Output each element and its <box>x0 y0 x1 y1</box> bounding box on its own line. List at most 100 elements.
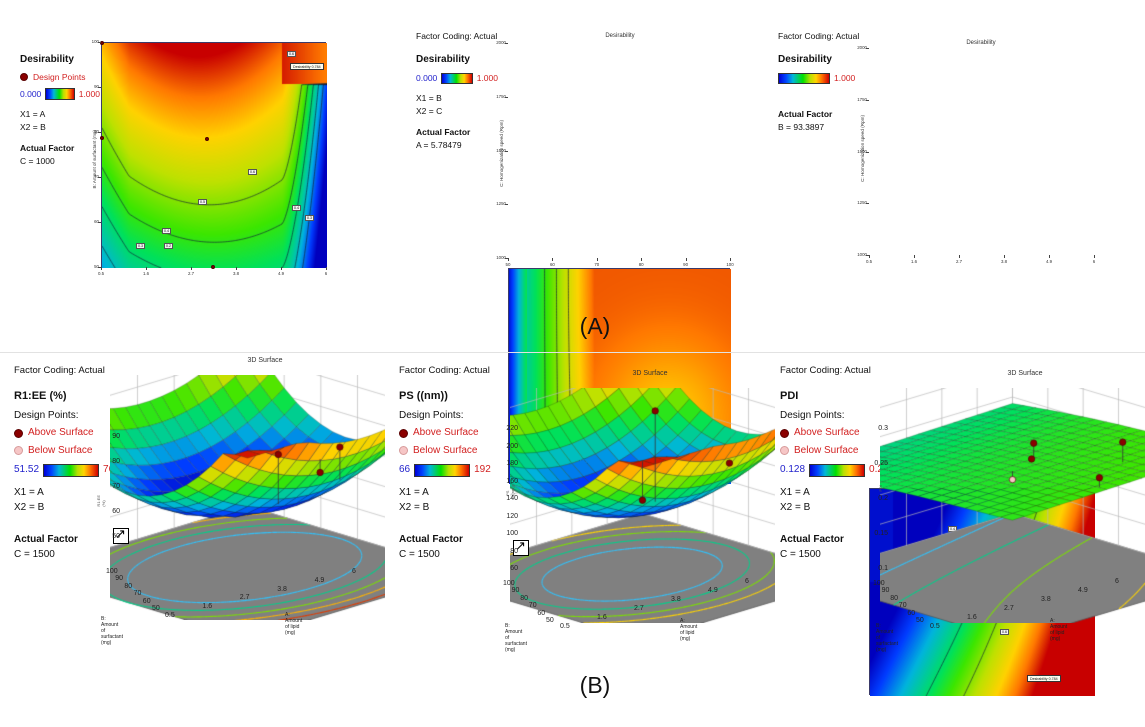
x-tick-mark <box>326 267 327 270</box>
scale-max: 1.000 <box>834 72 856 83</box>
contour-canvas <box>102 43 327 268</box>
z-tick-label: 120 <box>506 512 518 520</box>
above-surface-dot-icon <box>399 428 408 438</box>
x-tick-label: 1.6 <box>142 271 150 276</box>
actual-factor-value: C = 1500 <box>399 549 440 561</box>
plot-title-a3: Desirability <box>966 40 996 46</box>
y-tick-label: 70 <box>133 590 142 598</box>
factor-coding: Factor Coding: Actual <box>416 31 498 41</box>
contour-label: 0.6 <box>1000 629 1009 635</box>
y-tick-label: 100 <box>503 580 515 587</box>
factor-coding: Factor Coding: Actual <box>14 365 105 376</box>
x2-assignment: X2 = B <box>20 122 46 133</box>
contour-plot-a1[interactable]: 0.5 0.4 0.3 0.2 0.6 0.4 0.3 0.6 Desirabi… <box>100 41 327 269</box>
x1-assignment: X1 = A <box>14 486 44 498</box>
actual-factor-header: Actual Factor <box>778 108 833 119</box>
z-tick-label: 70 <box>112 483 120 490</box>
x-tick-mark <box>146 267 147 270</box>
x-tick-mark <box>1049 255 1050 258</box>
z-tick-label: 180 <box>506 460 518 467</box>
y-tick-mark <box>505 150 508 152</box>
rotate-button-b1[interactable] <box>113 526 129 544</box>
design-point-dot-icon <box>20 73 28 82</box>
color-scale: 1.000 <box>778 72 864 85</box>
caption-a: (A) <box>579 313 611 339</box>
y-tick-label: 1500 <box>857 148 867 154</box>
surface-plot-b3[interactable] <box>880 388 1145 623</box>
scale-max: 192 <box>474 464 491 476</box>
actual-factor-value: C = 1500 <box>14 549 55 561</box>
x-tick-label: 80 <box>638 262 644 267</box>
legend-title: Desirability <box>416 54 470 66</box>
y-tick-mark <box>866 151 869 153</box>
y-tick-label: 70 <box>94 174 99 179</box>
surface-plot-b1[interactable] <box>110 375 385 620</box>
factor-coding: Factor Coding: Actual <box>399 365 490 376</box>
design-point <box>100 136 104 140</box>
design-points-label: Design Points <box>33 71 86 82</box>
z-tick-label: 60 <box>112 508 120 515</box>
x1-assignment: X1 = B <box>416 92 442 103</box>
z-tick-label: 140 <box>506 495 518 502</box>
contour-label: 0.5 <box>198 199 207 205</box>
actual-factor-value: B = 93.3897 <box>778 122 825 133</box>
x1-assignment: X1 = A <box>780 486 810 498</box>
y-axis-label-a1: B: Amount of surfactant (mg) <box>92 130 97 189</box>
z-tick-label: 0.2 <box>878 495 888 502</box>
contour-label: 0.4 <box>292 205 301 211</box>
scale-min: 66 <box>399 464 411 476</box>
surface-canvas <box>510 388 775 623</box>
y-tick-label: 50 <box>546 617 554 624</box>
below-surface-row: Below Surface <box>14 443 144 459</box>
x-tick-label: 0.5 <box>165 612 175 619</box>
y-tick-mark <box>505 96 508 98</box>
y-tick-mark <box>98 267 101 268</box>
x-tick-label: 1.6 <box>202 603 213 611</box>
above-surface-dot-icon <box>14 428 23 438</box>
y-tick-label: 80 <box>94 129 99 134</box>
x-tick-label: 1.6 <box>910 259 918 264</box>
y-tick-label: 70 <box>528 602 537 610</box>
surface-canvas <box>110 375 385 620</box>
x-tick-label: 3.8 <box>1041 596 1051 603</box>
x-tick-label: 1.6 <box>597 614 607 621</box>
scale-min: 51.52 <box>14 464 40 476</box>
plot-title-b2: 3D Surface <box>632 370 668 377</box>
y-tick-label: 1000 <box>857 252 867 257</box>
y-tick-label: 2000 <box>496 40 506 45</box>
y-tick-label: 60 <box>537 609 546 617</box>
y-tick-label: 100 <box>873 580 885 587</box>
y-tick-label: 1750 <box>496 93 506 99</box>
y-tick-label: 90 <box>115 575 123 583</box>
below-surface-row: Below Surface <box>399 443 529 459</box>
actual-factor-header: Actual Factor <box>416 127 471 138</box>
x-tick-label: 0.5 <box>930 623 940 630</box>
x-axis-label-b1: A: Amount of lipid (mg) <box>285 612 303 636</box>
x1-assignment: X1 = A <box>20 108 46 119</box>
y-tick-label: 50 <box>916 617 924 624</box>
legend-b1: Factor Coding: Actual R1:EE (%) Design P… <box>14 364 144 563</box>
above-surface-row: Above Surface <box>780 425 910 441</box>
x-tick-label: 4.9 <box>277 271 285 276</box>
below-surface-label: Below Surface <box>794 444 859 456</box>
below-surface-dot-icon <box>399 446 408 456</box>
x-tick-label: 2.7 <box>187 271 195 276</box>
x-tick-label: 3.8 <box>1000 259 1008 264</box>
z-tick-label: 80 <box>510 547 518 555</box>
x-tick-label: 6 <box>745 578 749 585</box>
y-tick-mark <box>866 255 869 256</box>
x-tick-mark <box>1094 255 1095 258</box>
y-tick-label: 80 <box>890 594 898 602</box>
surface-plot-b2[interactable] <box>510 388 775 623</box>
below-surface-dot-icon <box>780 446 789 456</box>
plot-title-b1: 3D Surface <box>247 357 283 364</box>
prediction-flag: Desirability 0.784 <box>290 63 324 70</box>
surface-canvas <box>880 388 1145 623</box>
x-tick-label: 3.8 <box>277 585 287 593</box>
z-tick-label: 220 <box>506 425 518 432</box>
y-axis-label-a2: C: Homogenization speed (Rpm) <box>499 120 504 187</box>
color-swatch-icon <box>809 463 866 477</box>
y-tick-label: 1250 <box>857 200 867 206</box>
y-tick-label: 80 <box>520 594 528 602</box>
rotate-button-b2[interactable] <box>513 538 529 556</box>
